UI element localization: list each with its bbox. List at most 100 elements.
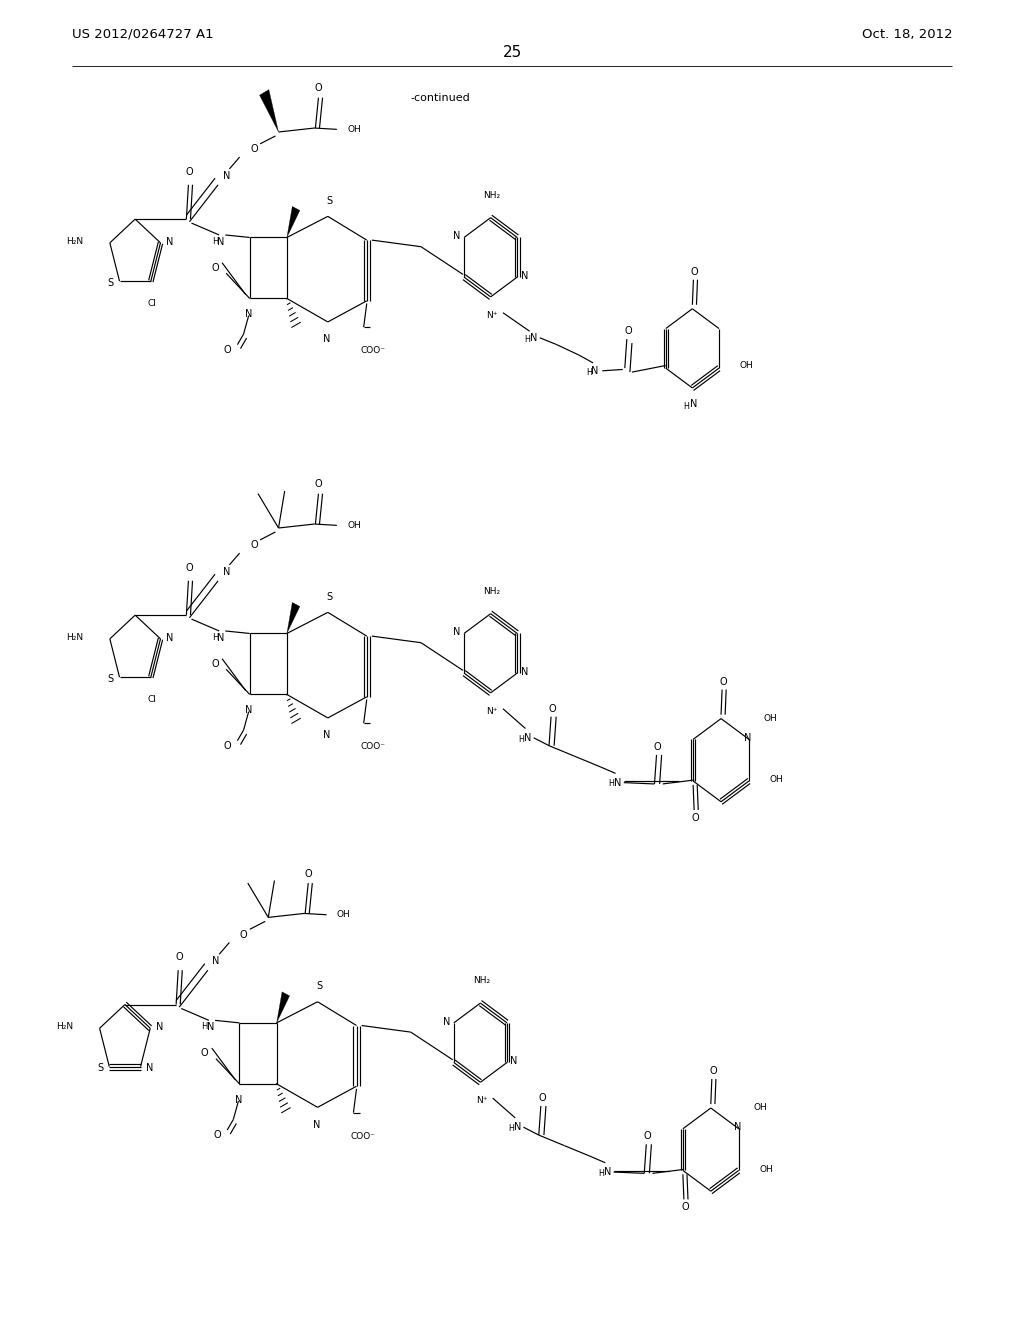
- Text: COO⁻: COO⁻: [360, 742, 385, 751]
- Text: Cl: Cl: [147, 300, 157, 308]
- Text: N: N: [156, 1022, 163, 1032]
- Text: O: O: [653, 742, 662, 752]
- Text: H₂N: H₂N: [67, 238, 83, 246]
- Text: S: S: [108, 673, 114, 684]
- Text: H: H: [212, 634, 218, 642]
- Text: N: N: [222, 566, 230, 577]
- Text: N: N: [454, 231, 461, 242]
- Text: O: O: [185, 166, 194, 177]
- Text: O: O: [213, 1130, 221, 1140]
- Text: O: O: [304, 869, 312, 879]
- Text: O: O: [624, 326, 632, 337]
- Text: N: N: [245, 309, 252, 319]
- Text: NH₂: NH₂: [473, 975, 490, 985]
- Text: N: N: [454, 627, 461, 638]
- Text: N: N: [166, 236, 173, 247]
- Text: OH: OH: [347, 125, 360, 133]
- Text: N: N: [324, 334, 331, 345]
- Text: N: N: [207, 1022, 215, 1032]
- Text: OH: OH: [759, 1164, 773, 1173]
- Text: N: N: [690, 399, 697, 409]
- Text: N: N: [744, 733, 752, 743]
- Text: COO⁻: COO⁻: [350, 1131, 375, 1140]
- Text: O: O: [223, 741, 231, 751]
- Text: O: O: [719, 677, 727, 686]
- Text: 25: 25: [503, 45, 521, 61]
- Text: H: H: [608, 779, 614, 788]
- Text: O: O: [250, 144, 258, 154]
- Text: O: O: [681, 1203, 689, 1212]
- Text: Oct. 18, 2012: Oct. 18, 2012: [861, 28, 952, 41]
- Text: US 2012/0264727 A1: US 2012/0264727 A1: [72, 28, 213, 41]
- Text: OH: OH: [739, 360, 754, 370]
- Text: N: N: [222, 170, 230, 181]
- Polygon shape: [287, 206, 300, 238]
- Text: O: O: [240, 929, 248, 940]
- Text: O: O: [223, 345, 231, 355]
- Polygon shape: [259, 90, 279, 132]
- Text: N: N: [443, 1016, 451, 1027]
- Text: N: N: [511, 1056, 518, 1067]
- Text: O: O: [175, 952, 183, 962]
- Text: N: N: [734, 1122, 741, 1133]
- Text: N: N: [217, 236, 225, 247]
- Text: N: N: [324, 730, 331, 741]
- Text: N: N: [614, 777, 622, 788]
- Text: O: O: [643, 1131, 651, 1142]
- Text: S: S: [316, 981, 323, 991]
- Text: S: S: [97, 1063, 103, 1073]
- Text: N: N: [212, 956, 220, 966]
- Text: O: O: [211, 659, 219, 669]
- Text: H₂N: H₂N: [56, 1023, 73, 1031]
- Text: N: N: [313, 1119, 321, 1130]
- Text: S: S: [108, 277, 114, 288]
- Text: H: H: [212, 238, 218, 246]
- Text: N: N: [521, 667, 528, 677]
- Text: Cl: Cl: [147, 696, 157, 704]
- Text: N: N: [524, 733, 531, 743]
- Text: O: O: [709, 1067, 717, 1076]
- Text: H: H: [598, 1168, 604, 1177]
- Text: O: O: [314, 83, 323, 94]
- Text: OH: OH: [769, 775, 783, 784]
- Text: O: O: [250, 540, 258, 550]
- Text: O: O: [548, 704, 556, 714]
- Text: N: N: [514, 1122, 521, 1133]
- Text: N: N: [592, 366, 599, 376]
- Text: O: O: [691, 813, 699, 822]
- Text: H: H: [524, 334, 530, 343]
- Text: S: S: [327, 591, 333, 602]
- Text: OH: OH: [763, 714, 777, 723]
- Text: H: H: [586, 367, 592, 376]
- Text: N: N: [521, 271, 528, 281]
- Text: NH₂: NH₂: [483, 190, 501, 199]
- Polygon shape: [276, 991, 290, 1023]
- Text: H: H: [518, 734, 524, 743]
- Text: N: N: [530, 333, 538, 343]
- Text: H₂N: H₂N: [67, 634, 83, 642]
- Polygon shape: [287, 602, 300, 634]
- Text: N⁺: N⁺: [476, 1096, 487, 1105]
- Text: O: O: [201, 1048, 209, 1059]
- Text: OH: OH: [753, 1104, 767, 1113]
- Text: OH: OH: [347, 521, 360, 529]
- Text: O: O: [314, 479, 323, 490]
- Text: H: H: [202, 1023, 208, 1031]
- Text: N⁺: N⁺: [486, 310, 498, 319]
- Text: N: N: [234, 1094, 242, 1105]
- Text: O: O: [185, 562, 194, 573]
- Text: N: N: [217, 632, 225, 643]
- Text: OH: OH: [337, 911, 350, 919]
- Text: N: N: [146, 1063, 154, 1073]
- Text: H: H: [508, 1123, 514, 1133]
- Text: -continued: -continued: [411, 92, 470, 103]
- Text: NH₂: NH₂: [483, 586, 501, 595]
- Text: N: N: [604, 1167, 611, 1177]
- Text: N: N: [166, 632, 173, 643]
- Text: COO⁻: COO⁻: [360, 346, 385, 355]
- Text: O: O: [211, 263, 219, 273]
- Text: O: O: [690, 267, 698, 277]
- Text: S: S: [327, 195, 333, 206]
- Text: H: H: [683, 401, 689, 411]
- Text: N⁺: N⁺: [486, 706, 498, 715]
